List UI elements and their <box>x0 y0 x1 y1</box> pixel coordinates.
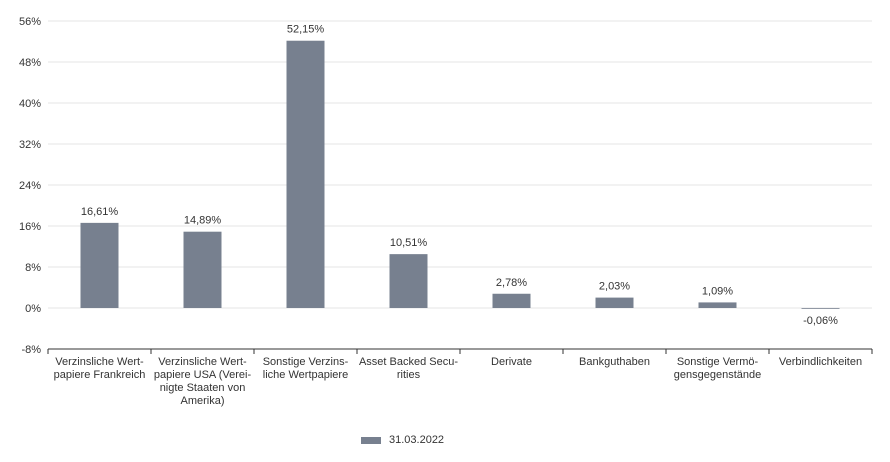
data-label: 16,61% <box>81 206 119 218</box>
bar <box>286 40 325 308</box>
legend: 31.03.2022 <box>361 434 444 446</box>
y-tick-label: 24% <box>19 180 41 192</box>
y-tick-label: 0% <box>25 303 41 315</box>
data-label: 10,51% <box>390 237 428 249</box>
bar <box>698 302 737 308</box>
x-tick-label: Verzinsliche Wert-papiere USA (Verei-nig… <box>153 356 252 407</box>
bar <box>183 231 222 308</box>
y-tick-label: 32% <box>19 139 41 151</box>
x-axis <box>47 348 873 354</box>
data-label: 52,15% <box>287 24 325 36</box>
x-tick-label: Asset Backed Secu-rities <box>358 356 459 381</box>
data-label: -0,06% <box>803 315 838 327</box>
bar <box>80 222 119 308</box>
bar <box>801 308 840 309</box>
y-tick-label: 8% <box>25 262 41 274</box>
y-tick-label: -8% <box>21 344 41 356</box>
data-label: 1,09% <box>702 285 733 297</box>
y-tick-label: 56% <box>19 16 41 28</box>
x-tick-label: Sonstige Vermö-gensgegenstände <box>673 356 762 381</box>
legend-label: 31.03.2022 <box>389 434 445 446</box>
gridlines <box>48 20 872 309</box>
data-labels: 16,61% 14,89% 52,15% 10,51% 2,78% 2,03% 1,09% -… <box>81 24 838 327</box>
x-tick-label: Verzinsliche Wert-papiere Frankreich <box>53 356 146 381</box>
bar <box>595 297 634 308</box>
legend-swatch <box>361 436 381 444</box>
data-label: 2,03% <box>599 281 630 293</box>
y-tick-label: 48% <box>19 57 41 69</box>
y-tick-label: 40% <box>19 98 41 110</box>
y-axis-ticks: -8% 0% 8% 16% 24% 32% 40% 48% 56% <box>19 16 41 356</box>
x-tick-label: Verbindlichkeiten <box>778 356 863 368</box>
bars <box>80 40 840 309</box>
x-tick-label: Sonstige Verzins-liche Wertpapiere <box>262 356 349 381</box>
bar <box>492 293 531 308</box>
y-tick-label: 16% <box>19 221 41 233</box>
data-label: 14,89% <box>184 215 222 227</box>
x-tick-label: Bankguthaben <box>579 356 650 368</box>
data-label: 2,78% <box>496 277 527 289</box>
x-tick-label: Derivate <box>491 356 532 368</box>
bar <box>389 254 428 308</box>
